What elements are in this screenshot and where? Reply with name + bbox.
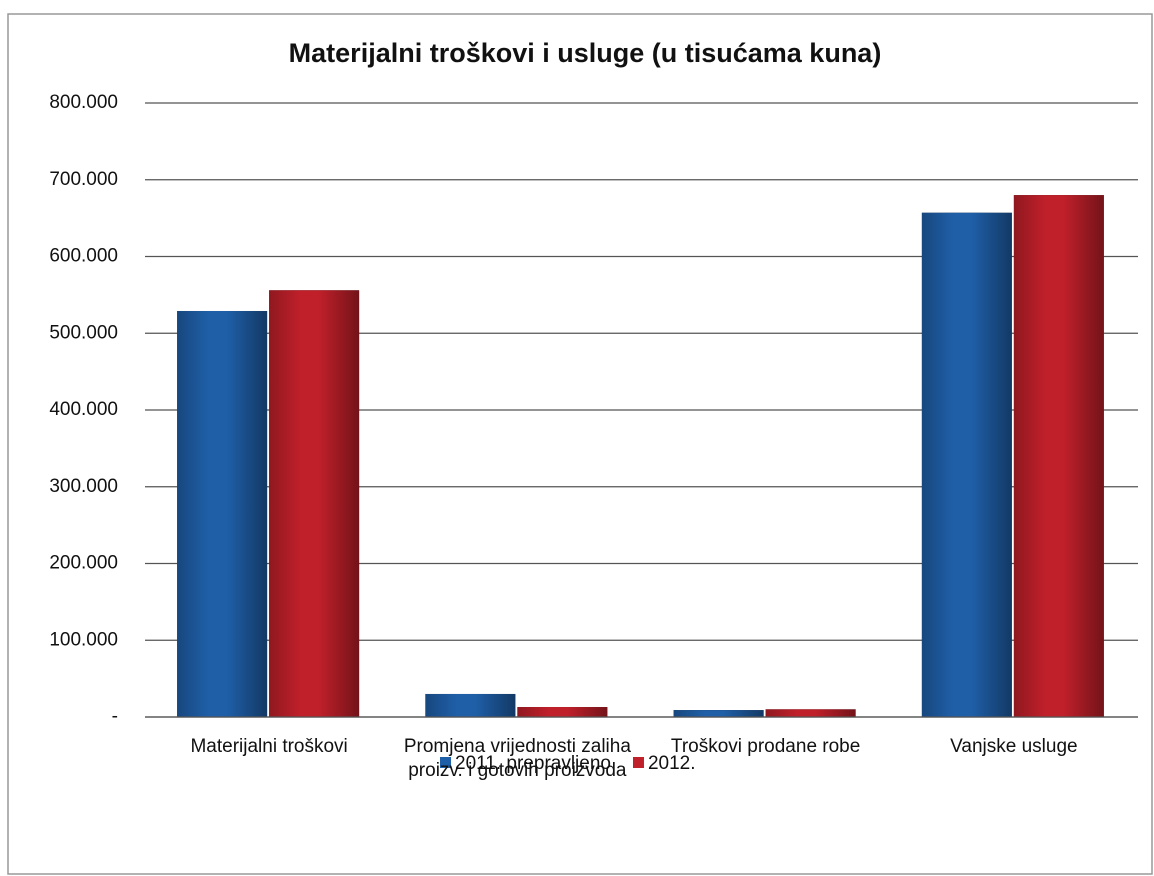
y-tick-label: 800.000 xyxy=(49,92,118,113)
x-tick-label: Promjena vrijednosti zaliha proizv. i go… xyxy=(403,736,631,781)
y-tick-label: 500.000 xyxy=(49,322,118,343)
y-tick-label: 300.000 xyxy=(49,476,118,497)
x-tick-label: Troškovi prodane robe xyxy=(670,736,861,757)
y-tick-label: 200.000 xyxy=(49,553,118,574)
bar xyxy=(1013,195,1104,718)
bar xyxy=(177,310,268,717)
x-tick-label: Materijalni troškovi xyxy=(190,736,348,757)
chart-title: Materijalni troškovi i usluge (u tisućam… xyxy=(289,38,882,68)
y-tick-label: 600.000 xyxy=(49,246,118,267)
bar xyxy=(921,212,1012,717)
legend-swatch xyxy=(440,757,451,768)
bar xyxy=(269,290,360,717)
bar xyxy=(673,710,764,717)
legend-label: 2012. xyxy=(648,753,696,774)
bar xyxy=(425,693,516,717)
y-tick-label: 700.000 xyxy=(49,169,118,190)
y-tick-label: 400.000 xyxy=(49,399,118,420)
x-tick-label: Vanjske usluge xyxy=(950,736,1078,757)
legend-swatch xyxy=(632,757,644,768)
bar xyxy=(517,707,608,717)
y-tick-label: 100.000 xyxy=(49,629,118,650)
bar xyxy=(765,709,856,717)
y-tick-label: - xyxy=(112,706,118,727)
legend-label: 2011. prepravljeno xyxy=(455,753,611,774)
